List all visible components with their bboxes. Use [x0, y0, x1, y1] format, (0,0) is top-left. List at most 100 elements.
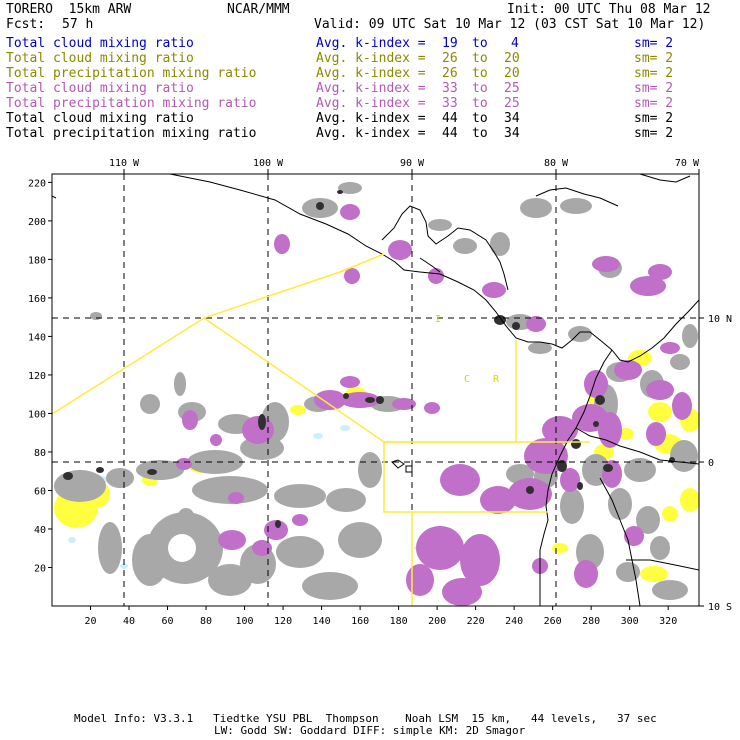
legend-field: Total cloud mixing ratio: [6, 81, 194, 96]
grid-x-label: 180: [390, 616, 408, 627]
lon-label: 100 W: [253, 158, 284, 169]
grid-y-label: 120: [28, 371, 46, 382]
axis-ticks: [123, 169, 704, 607]
legend-sm: sm= 2: [634, 66, 674, 81]
legend-k2: 20: [504, 66, 520, 81]
grid-y-label: 80: [34, 448, 46, 459]
grid-y-label: 180: [28, 255, 46, 266]
legend-row: Total precipitation mixing ratio Avg. k-…: [6, 66, 673, 171]
legend-k2: 34: [504, 126, 520, 141]
grid-x-label: 260: [544, 616, 562, 627]
legend-k1: 26: [442, 51, 458, 66]
cloud-field: I C R: [52, 174, 699, 606]
lat-lon-grid: [52, 174, 699, 606]
forecast-map: I C R 110 W 100 W 90 W 80 W 70 W 10 N 0 …: [28, 158, 732, 627]
grid-x-label: 20: [84, 616, 96, 627]
grid-x-label: 120: [274, 616, 292, 627]
legend-field: Total cloud mixing ratio: [6, 111, 194, 126]
legend-k1: 33: [442, 96, 458, 111]
top-axis-labels: 110 W 100 W 90 W 80 W 70 W: [109, 158, 700, 169]
bottom-axis-labels: 20 40 60 80 100 120 140 160 180 200 220 240 260 280 30…: [84, 606, 677, 627]
legend-row: Total precipitation mixing ratio Avg. k-…: [6, 96, 673, 201]
legend-to: to: [472, 96, 488, 111]
grid-y-label: 160: [28, 294, 46, 305]
region-label: R: [493, 374, 500, 385]
physics-info: LW: Godd SW: Goddard DIFF: simple KM: 2D…: [214, 724, 526, 737]
model-title: TORERO 15km ARW: [6, 2, 132, 17]
legend-k2: 25: [504, 96, 520, 111]
legend-sm: sm= 2: [634, 51, 674, 66]
legend-field: Total precipitation mixing ratio: [6, 96, 257, 111]
legend-k2: 4: [511, 36, 519, 51]
grid-x-label: 160: [351, 616, 369, 627]
legend-row: Total cloud mixing ratio Avg. k-index = …: [6, 81, 673, 186]
right-axis-labels: 10 N 0 10 S: [708, 314, 732, 613]
left-axis-labels: 220 200 180 160 140 120 100 80 60 40 20: [28, 178, 52, 574]
legend-sm: sm= 2: [634, 96, 674, 111]
lon-label: 70 W: [675, 158, 700, 169]
legend-row: Total cloud mixing ratio Avg. k-index = …: [6, 51, 673, 156]
grid-y-label: 60: [34, 486, 46, 497]
lon-label: 80 W: [544, 158, 569, 169]
model-info: Model Info: V3.3.1 Tiedtke YSU PBL Thomp…: [74, 712, 657, 725]
legend-kindex: Avg. k-index =: [316, 36, 426, 51]
legend-field: Total cloud mixing ratio: [6, 36, 194, 51]
legend-field: Total precipitation mixing ratio: [6, 66, 257, 81]
grid-x-label: 60: [162, 616, 174, 627]
region-label: C: [464, 374, 470, 385]
legend-sm: sm= 2: [634, 36, 674, 51]
legend-sm: sm= 2: [634, 111, 674, 126]
grid-x-label: 280: [582, 616, 600, 627]
lat-label: 0: [708, 458, 714, 469]
forecast-label: Fcst:: [6, 17, 46, 32]
legend-to: to: [472, 126, 488, 141]
grid-x-label: 80: [200, 616, 212, 627]
lat-label: 10 N: [708, 314, 732, 325]
cloud-gap: [168, 534, 196, 562]
legend-k1: 44: [442, 126, 458, 141]
forecast-hours: 57 h: [62, 17, 94, 32]
grid-y-label: 100: [28, 409, 46, 420]
legend-to: to: [472, 36, 488, 51]
map-frame: [51, 173, 700, 607]
grid-x-label: 140: [313, 616, 331, 627]
center-name: NCAR/MMM: [227, 2, 290, 17]
legend-k1: 19: [442, 36, 458, 51]
legend-k2: 34: [504, 111, 520, 126]
lon-label: 110 W: [109, 158, 140, 169]
region-label: I: [435, 314, 441, 325]
legend-sm: sm= 2: [634, 126, 674, 141]
legend-kindex: Avg. k-index =: [316, 126, 426, 141]
legend-to: to: [472, 66, 488, 81]
grid-y-label: 40: [34, 525, 46, 536]
legend-k1: 26: [442, 66, 458, 81]
legend-k1: 44: [442, 111, 458, 126]
legend-kindex: Avg. k-index =: [316, 96, 426, 111]
legend-kindex: Avg. k-index =: [316, 111, 426, 126]
grid-y-label: 20: [34, 563, 46, 574]
lat-label: 10 S: [708, 602, 732, 613]
legend-row: Total cloud mixing ratio Avg. k-index = …: [6, 111, 673, 216]
legend-sm: sm= 2: [634, 81, 674, 96]
legend-kindex: Avg. k-index =: [316, 66, 426, 81]
grid-x-label: 320: [659, 616, 677, 627]
dark-cloud-cores: [63, 190, 675, 528]
legend-k2: 25: [504, 81, 520, 96]
legend-field: Total precipitation mixing ratio: [6, 126, 257, 141]
grid-x-label: 100: [236, 616, 254, 627]
init-time: Init: 00 UTC Thu 08 Mar 12: [507, 2, 711, 17]
legend-row: Total precipitation mixing ratio Avg. k-…: [6, 126, 673, 231]
grid-x-label: 220: [467, 616, 485, 627]
grid-x-label: 200: [428, 616, 446, 627]
legend-to: to: [472, 111, 488, 126]
legend-kindex: Avg. k-index =: [316, 81, 426, 96]
magenta-cloud-cells: [176, 204, 692, 606]
lon-label: 90 W: [400, 158, 425, 169]
legend-k2: 20: [504, 51, 520, 66]
legend-to: to: [472, 81, 488, 96]
legend-k1: 33: [442, 81, 458, 96]
grid-y-label: 220: [28, 178, 46, 189]
domain-boxes: [52, 253, 590, 606]
grid-y-label: 200: [28, 217, 46, 228]
grid-x-label: 40: [123, 616, 135, 627]
